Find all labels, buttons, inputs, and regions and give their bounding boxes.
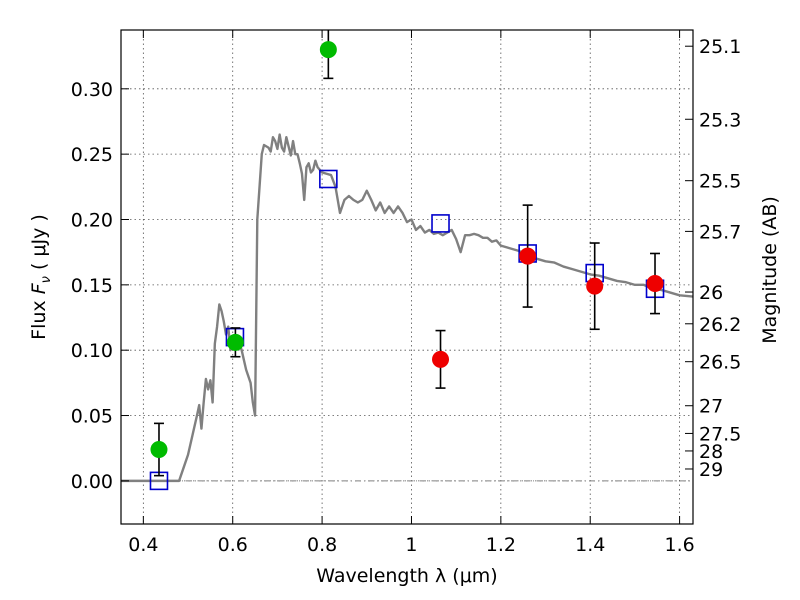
y-axis-title-suffix: ( μJy ) [28, 214, 50, 276]
y2-tick-label: 29 [699, 459, 723, 481]
observed-photometry-point [226, 333, 244, 351]
y2-tick-label: 28 [699, 441, 723, 463]
y2-tick-label: 25.1 [699, 36, 741, 58]
y-tick-label: 0.05 [71, 406, 113, 428]
y-axis-title: Flux Fν ( μJy ) [28, 214, 54, 340]
tick-layer: 0.4 0.6 0.8 1 1.2 1.4 1.6 0.00 0.05 0.10 0.15 0.20 0… [71, 30, 741, 556]
plot-frame [120, 29, 694, 525]
y2-tick-label: 26.5 [699, 352, 741, 374]
y-tick-label: 0.10 [71, 340, 113, 362]
x-tick-label: 0.4 [128, 534, 158, 556]
y-tick-label: 0.20 [71, 209, 113, 231]
observed-photometry-point [646, 275, 664, 293]
y2-tick-label: 27.5 [699, 423, 741, 445]
y-tick-label: 0.25 [71, 144, 113, 166]
y2-tick-label: 25.5 [699, 171, 741, 193]
plot-background [121, 30, 693, 524]
x-tick-label: 1.6 [664, 534, 694, 556]
x-tick-label: 1.4 [575, 534, 605, 556]
y-tick-label: 0.15 [71, 275, 113, 297]
y2-axis-title: Magnitude (AB) [759, 196, 781, 344]
model-photometry-square [319, 169, 338, 189]
observed-photometry-point [150, 441, 168, 459]
x-tick-label: 1.2 [486, 534, 516, 556]
y-tick-label: 0.30 [71, 79, 113, 101]
y2-tick-label: 25.3 [699, 109, 741, 131]
x-tick-label: 0.6 [218, 534, 248, 556]
y-axis-title-symbol: F [28, 282, 50, 294]
line-layer [121, 133, 694, 483]
model-sed-line [121, 133, 694, 483]
x-tick-label: 0.8 [307, 534, 337, 556]
y2-tick-label: 27 [699, 396, 723, 418]
model-photometry-square [431, 214, 450, 233]
observed-photometry-point [319, 41, 337, 59]
y-tick-label: 0.00 [71, 471, 113, 493]
x-axis-title: Wavelength λ (μm) [316, 565, 497, 587]
y-axis-title-subscript: ν [39, 276, 54, 283]
marker-layer [149, 30, 665, 491]
observed-photometry-point [519, 247, 537, 265]
y2-tick-label: 26 [699, 282, 723, 304]
y-axis-title-prefix: Flux [28, 294, 50, 340]
y2-tick-label: 26.2 [699, 314, 741, 336]
observed-photometry-point [432, 350, 450, 368]
x-tick-label: 1 [405, 534, 417, 556]
observed-photometry-point [586, 277, 604, 295]
y2-tick-label: 25.7 [699, 221, 741, 243]
